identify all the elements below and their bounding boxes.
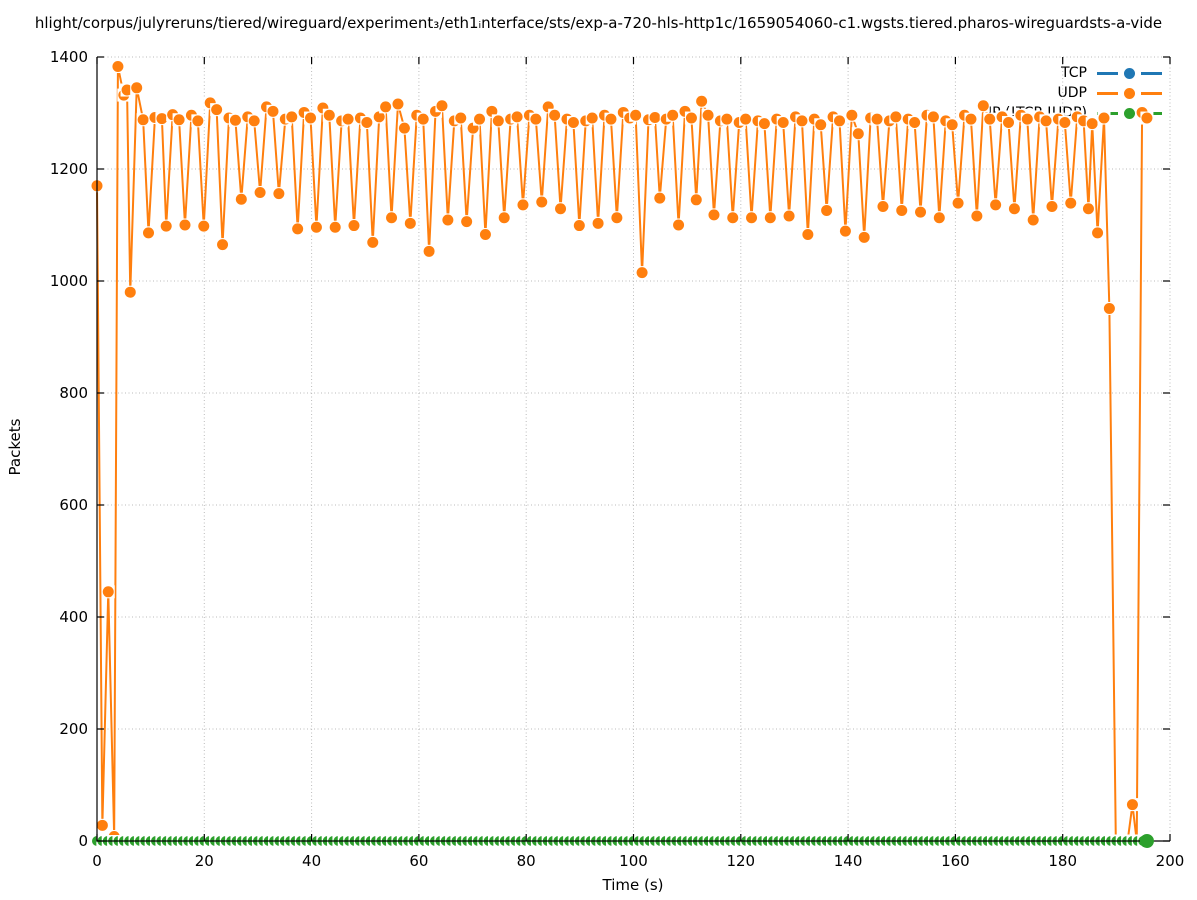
x-tick-label: 120 xyxy=(726,852,756,870)
y-tick-label: 1200 xyxy=(49,160,88,178)
legend-dash-icon xyxy=(1097,91,1118,95)
x-tick-label: 160 xyxy=(941,852,970,870)
legend-swatch-tcp xyxy=(1097,67,1162,79)
legend-dash-icon xyxy=(1141,71,1162,75)
y-tick-label: 400 xyxy=(59,608,88,626)
y-tick-label: 600 xyxy=(59,496,88,514)
legend-label-udp: UDP xyxy=(1057,85,1087,101)
x-tick-label: 60 xyxy=(409,852,429,870)
y-tick-label: 1400 xyxy=(49,48,88,66)
y-tick-label: 1000 xyxy=(49,272,88,290)
x-tick-label: 40 xyxy=(302,852,322,870)
legend-item-tcp: TCP xyxy=(988,63,1162,83)
legend-marker-icon xyxy=(1124,87,1135,99)
legend-marker-icon xyxy=(1124,67,1135,79)
y-tick-label: 0 xyxy=(78,832,88,850)
chart-title: hlight/corpus/julyreruns/tiered/wireguar… xyxy=(34,14,1163,32)
legend-marker-icon xyxy=(1124,107,1135,119)
x-axis-label: Time (s) xyxy=(602,876,664,894)
legend-dash-icon xyxy=(1097,71,1118,75)
y-tick-label: 800 xyxy=(59,384,88,402)
legend-swatch-udp xyxy=(1097,87,1162,99)
x-tick-label: 200 xyxy=(1155,852,1185,870)
legend-label-tcp: TCP xyxy=(1061,65,1087,81)
legend-item-udp: UDP xyxy=(988,83,1162,103)
x-tick-label: 140 xyxy=(833,852,863,870)
x-tick-label: 20 xyxy=(194,852,214,870)
x-tick-label: 80 xyxy=(516,852,536,870)
y-axis-label: Packets xyxy=(6,418,24,476)
y-tick-label: 200 xyxy=(59,720,88,738)
x-tick-label: 0 xyxy=(92,852,102,870)
x-tick-label: 100 xyxy=(619,852,648,870)
x-tick-label: 180 xyxy=(1048,852,1077,870)
legend-dash-icon xyxy=(1141,91,1162,95)
